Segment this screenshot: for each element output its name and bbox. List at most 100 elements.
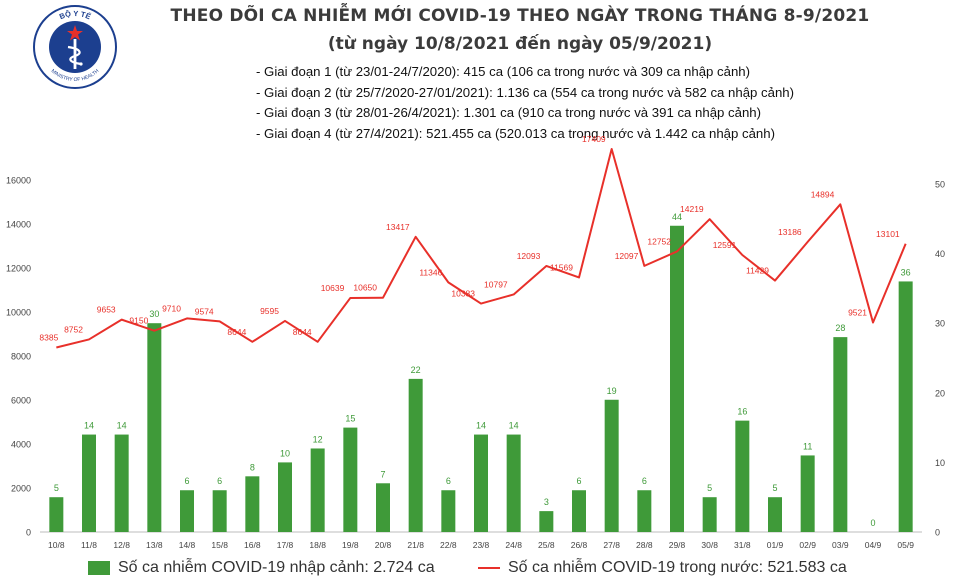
x-tick-label: 28/8 — [636, 540, 653, 550]
bar — [670, 225, 684, 532]
bar — [408, 378, 423, 532]
line-value-label: 13101 — [876, 229, 900, 239]
bar — [49, 497, 64, 532]
line-value-label: 10639 — [321, 283, 345, 293]
bar-value-label: 30 — [149, 309, 159, 319]
bar-value-label: 15 — [345, 414, 355, 424]
bar — [474, 434, 488, 532]
line-value-label: 9150 — [129, 316, 148, 326]
bar — [310, 448, 325, 532]
line-value-label: 8644 — [293, 327, 312, 337]
bar-value-label: 5 — [707, 483, 712, 493]
bar-value-label: 28 — [835, 323, 845, 333]
x-tick-label: 03/9 — [832, 540, 849, 550]
bar — [245, 476, 260, 532]
x-tick-label: 23/8 — [473, 540, 490, 550]
legend-bar-swatch — [88, 560, 110, 575]
y-right-tick-label: 40 — [935, 249, 945, 259]
x-tick-label: 04/9 — [865, 540, 882, 550]
line-value-label: 12752 — [647, 236, 671, 246]
legend-line-swatch — [478, 566, 500, 569]
bar-value-label: 6 — [446, 476, 451, 486]
bar — [833, 337, 848, 532]
line-value-label: 11346 — [419, 267, 442, 277]
bar — [735, 420, 750, 532]
bar-value-label: 16 — [737, 407, 747, 417]
y-right-tick-label: 20 — [935, 388, 945, 398]
chart-title: THEO DÕI CA NHIỄM MỚI COVID-19 THEO NGÀY… — [170, 6, 870, 26]
bar — [800, 455, 815, 532]
bar-value-label: 14 — [84, 421, 94, 431]
bar-value-label: 6 — [217, 476, 222, 486]
bar-value-label: 14 — [509, 421, 519, 431]
line-value-label: 10383 — [451, 289, 475, 299]
x-tick-label: 02/9 — [799, 540, 816, 550]
bar-value-label: 19 — [607, 386, 617, 396]
legend-line: Số ca nhiễm COVID-19 trong nước: 521.583… — [478, 559, 847, 577]
bar-value-label: 6 — [576, 476, 581, 486]
phase-note-4: - Giai đoạn 4 (từ 27/4/2021): 521.455 ca… — [256, 125, 775, 141]
bar-value-label: 6 — [642, 476, 647, 486]
y-right-tick-label: 50 — [935, 180, 945, 190]
bar — [572, 490, 586, 532]
line-value-label: 14219 — [680, 204, 704, 214]
line-series — [56, 148, 907, 349]
x-tick-label: 17/8 — [277, 540, 294, 550]
bar-value-label: 14 — [117, 421, 127, 431]
bar — [376, 483, 390, 532]
chart-subtitle: (từ ngày 10/8/2021 đến ngày 05/9/2021) — [327, 34, 713, 54]
bar-value-label: 5 — [54, 483, 59, 493]
phase-note-3: - Giai đoạn 3 (từ 28/01-26/4/2021): 1.30… — [256, 105, 762, 120]
y-left-tick-label: 14000 — [6, 220, 31, 230]
bar — [343, 427, 358, 532]
bar — [506, 434, 521, 532]
bar — [898, 281, 913, 532]
x-tick-label: 18/8 — [309, 540, 326, 550]
y-left-tick-label: 10000 — [6, 308, 31, 318]
bar — [180, 490, 194, 532]
bar — [147, 323, 162, 532]
line-value-label: 8385 — [39, 333, 58, 343]
line-value-label: 12591 — [713, 240, 737, 250]
line-value-label: 12093 — [517, 251, 541, 261]
bar-value-label: 22 — [411, 365, 421, 375]
bar-value-label: 11 — [803, 441, 812, 451]
bar — [637, 490, 652, 532]
x-tick-label: 19/8 — [342, 540, 359, 550]
x-tick-label: 31/8 — [734, 540, 751, 550]
legend-bar: Số ca nhiễm COVID-19 nhập cảnh: 2.724 ca — [88, 559, 435, 577]
bar — [441, 490, 456, 532]
x-tick-label: 12/8 — [113, 540, 130, 550]
bar — [702, 497, 717, 532]
phase-notes: - Giai đoạn 1 (từ 23/01-24/7/2020): 415 … — [256, 62, 794, 144]
x-tick-label: 29/8 — [669, 540, 686, 550]
bar — [82, 434, 96, 532]
line-value-label: 9574 — [195, 306, 214, 316]
legend-line-label: Số ca nhiễm COVID-19 trong nước: 521.583… — [508, 559, 847, 576]
x-tick-label: 11/8 — [81, 540, 97, 550]
y-left-tick-label: 8000 — [11, 352, 31, 362]
logo-text-top: BỘ Y TẾ — [58, 9, 93, 21]
bar — [212, 490, 227, 532]
bar-value-label: 0 — [870, 518, 875, 528]
y-left-tick-label: 2000 — [11, 484, 31, 494]
bar-value-label: 6 — [184, 476, 189, 486]
line-value-label: 8644 — [227, 327, 246, 337]
x-tick-label: 22/8 — [440, 540, 457, 550]
line-value-label: 14894 — [811, 189, 835, 199]
line-value-label: 9653 — [97, 305, 116, 315]
line-value-label: 9710 — [162, 303, 181, 313]
line-value-label: 12097 — [615, 251, 639, 261]
bar-value-label: 12 — [313, 434, 323, 444]
y-left-tick-label: 6000 — [11, 396, 31, 406]
bar — [114, 434, 129, 532]
x-tick-label: 26/8 — [571, 540, 588, 550]
y-left-tick-label: 4000 — [11, 440, 31, 450]
legend-bar-label: Số ca nhiễm COVID-19 nhập cảnh: 2.724 ca — [118, 559, 435, 576]
bar — [278, 462, 292, 532]
phase-note-1: - Giai đoạn 1 (từ 23/01-24/7/2020): 415 … — [256, 64, 751, 79]
y-right-tick-label: 0 — [935, 528, 940, 538]
x-tick-label: 24/8 — [505, 540, 522, 550]
x-tick-label: 13/8 — [146, 540, 163, 550]
